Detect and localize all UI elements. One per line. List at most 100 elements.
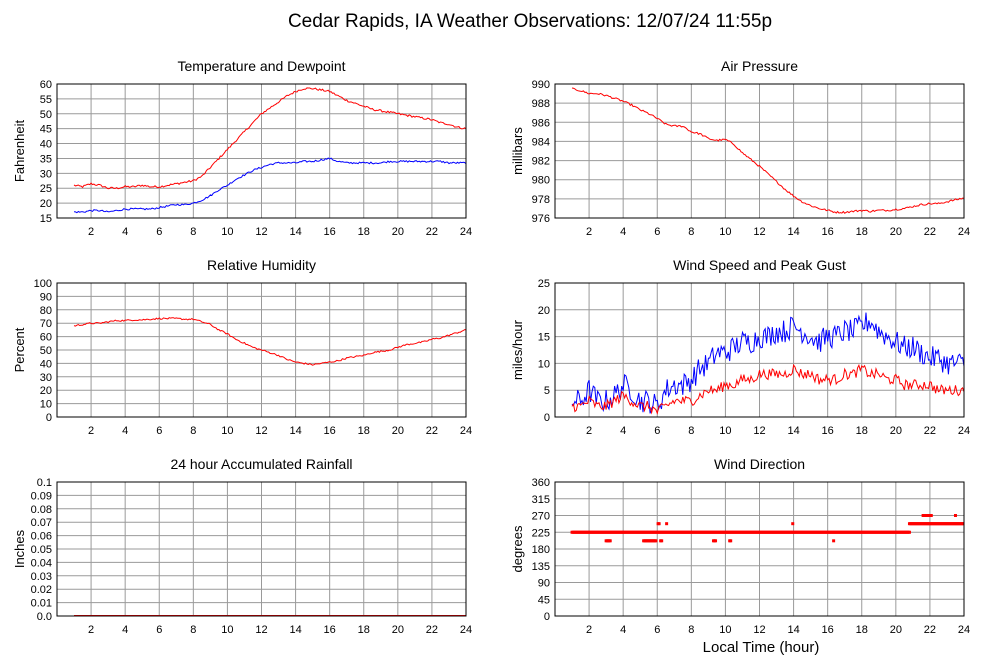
x-tick-label: 18 [358,624,370,636]
x-tick-label: 22 [426,226,438,238]
x-tick-label: 12 [255,425,267,437]
x-tick-label: 8 [190,425,196,437]
y-tick-label: 984 [532,136,550,148]
series-line-0 [73,87,466,190]
x-tick-label: 2 [88,226,94,238]
y-tick-label: 20 [40,198,52,210]
x-tick-label: 24 [460,425,472,437]
y-tick-label: 982 [532,156,550,168]
y-tick-label: 20 [538,305,550,317]
wind-direction-point [729,539,733,543]
x-tick-label: 2 [586,425,592,437]
plot-frame [554,282,965,418]
y-tick-label: 0.01 [31,598,52,610]
y-axis-label: Fahrenheit [12,120,27,183]
y-tick-label: 0.1 [37,477,52,489]
wind-direction-point [608,539,612,543]
plot-frame [554,481,965,617]
x-tick-label: 6 [654,425,660,437]
x-tick-label: 4 [620,624,626,636]
y-tick-label: 50 [40,345,52,357]
x-tick-label: 2 [586,624,592,636]
x-tick-label: 20 [890,226,902,238]
y-tick-label: 0.03 [31,571,52,583]
x-tick-label: 4 [620,425,626,437]
y-tick-label: 978 [532,194,550,206]
wind-direction-point [953,514,957,517]
chart-4: 24 hour Accumulated Rainfall0.00.010.020… [12,456,472,636]
y-tick-label: 35 [40,153,52,165]
x-tick-label: 24 [460,226,472,238]
y-tick-label: 25 [40,183,52,195]
x-tick-label: 12 [255,226,267,238]
x-tick-label: 18 [358,425,370,437]
x-tick-label: 8 [688,226,694,238]
series-line-1 [73,157,466,214]
plot-frame [56,83,467,219]
series-line-0 [73,317,466,366]
y-tick-label: 15 [40,213,52,225]
x-tick-label: 14 [787,425,799,437]
y-tick-label: 0.06 [31,531,52,543]
x-tick-label: 20 [392,226,404,238]
series-line-0 [571,87,964,214]
x-tick-label: 4 [122,226,128,238]
x-tick-label: 14 [289,226,301,238]
wind-direction-point [714,539,718,543]
x-tick-label: 10 [719,624,731,636]
x-tick-label: 14 [289,425,301,437]
x-tick-label: 2 [88,624,94,636]
y-tick-label: 976 [532,213,550,225]
x-tick-label: 18 [856,624,868,636]
x-tick-label: 18 [856,226,868,238]
y-tick-label: 135 [532,561,550,573]
x-tick-label: 24 [958,226,970,238]
y-tick-label: 270 [532,511,550,523]
x-tick-label: 12 [753,425,765,437]
plot-frame [56,481,467,617]
y-tick-label: 60 [40,332,52,344]
y-tick-label: 10 [538,358,550,370]
y-tick-label: 0 [544,412,550,424]
x-tick-label: 8 [190,226,196,238]
y-tick-label: 30 [40,372,52,384]
y-tick-label: 45 [538,594,550,606]
y-tick-label: 0.07 [31,517,52,529]
series-group [571,312,964,415]
x-tick-label: 8 [688,425,694,437]
x-tick-label: 16 [822,624,834,636]
x-tick-label: 6 [156,226,162,238]
y-axis-label: degrees [510,525,525,572]
series-group [73,87,466,214]
x-tick-label: 2 [586,226,592,238]
x-tick-label: 16 [324,624,336,636]
wind-direction-point [657,522,661,526]
chart-title: Temperature and Dewpoint [177,58,345,74]
wind-direction-point [962,522,964,526]
x-tick-label: 14 [289,624,301,636]
x-tick-label: 22 [426,624,438,636]
plot-frame [56,282,467,418]
x-tick-label: 10 [221,624,233,636]
x-tick-label: 22 [426,425,438,437]
y-axis-label: miles/hour [510,319,525,380]
y-tick-label: 0.0 [37,611,52,623]
y-tick-label: 315 [532,494,550,506]
x-tick-label: 4 [620,226,626,238]
y-tick-label: 225 [532,527,550,539]
y-tick-label: 180 [532,544,550,556]
x-tick-label: 22 [924,624,936,636]
x-tick-label: 24 [460,624,472,636]
x-tick-label: 20 [890,425,902,437]
y-tick-label: 45 [40,124,52,136]
wind-direction-point [654,539,658,543]
y-tick-label: 0.04 [31,557,52,569]
y-tick-label: 5 [544,385,550,397]
x-tick-label: 6 [156,425,162,437]
x-tick-label: 18 [856,425,868,437]
x-tick-label: 8 [688,624,694,636]
plot-frame [554,83,965,219]
chart-title: Wind Speed and Peak Gust [673,257,846,273]
